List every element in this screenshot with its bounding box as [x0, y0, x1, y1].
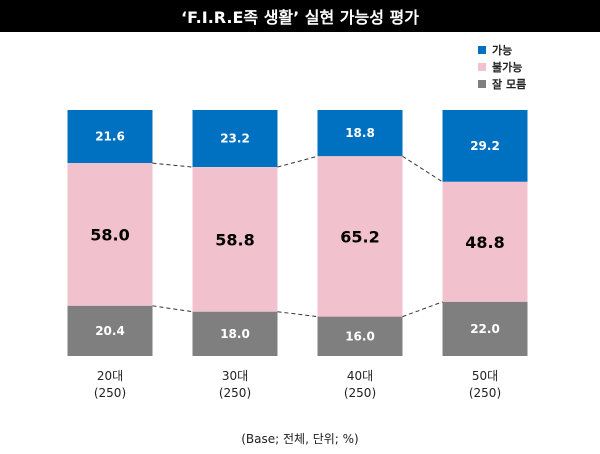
legend-label: 가능: [492, 43, 512, 57]
base-note: (Base; 전체, 단위; %): [241, 432, 359, 446]
data-label: 58.8: [215, 230, 254, 249]
data-label: 65.2: [340, 227, 379, 246]
bar-segment: [67, 163, 153, 306]
x-base-label: (250): [94, 386, 126, 400]
chart-title: ‘F.I.R.E족 생활’ 실현 가능성 평가: [0, 0, 600, 32]
bars: [67, 110, 528, 356]
bar-segment: [442, 110, 528, 182]
connector-line: [402, 301, 443, 318]
bar-segment: [192, 167, 278, 312]
bar-segment: [192, 311, 278, 356]
connector-line: [277, 155, 318, 168]
bar-segment: [317, 316, 403, 356]
connector-line: [402, 155, 443, 183]
connector-line: [152, 162, 193, 168]
bar-segment: [67, 110, 153, 164]
data-label: 21.6: [95, 130, 125, 144]
x-tick-label: 30대: [222, 369, 248, 383]
bar-segment: [442, 181, 528, 302]
data-label: 20.4: [95, 324, 125, 338]
bar-segment: [442, 301, 528, 356]
data-label: 58.0: [90, 225, 129, 244]
data-label: 18.0: [220, 327, 250, 341]
x-tick-label: 40대: [347, 369, 373, 383]
data-label: 48.8: [465, 233, 504, 252]
connector-line: [277, 311, 318, 318]
x-base-label: (250): [344, 386, 376, 400]
x-tick-label: 50대: [472, 369, 498, 383]
data-labels: 21.6 58.0 20.4 23.2 58.8 18.0 18.8 65.2 16.0 29.2…: [90, 126, 504, 343]
x-axis-labels: 20대 (250) 30대 (250) 40대 (250) 50대 (250): [94, 369, 501, 400]
data-label: 29.2: [470, 139, 500, 153]
legend-label: 잘 모름: [492, 78, 526, 91]
x-tick-label: 20대: [97, 369, 123, 383]
data-label: 16.0: [345, 329, 375, 343]
bar-segment: [192, 110, 278, 168]
data-label: 18.8: [345, 126, 375, 140]
data-label: 23.2: [220, 132, 250, 146]
x-base-label: (250): [219, 386, 251, 400]
connector-lines: [152, 155, 443, 318]
x-base-label: (250): [469, 386, 501, 400]
legend-label: 불가능: [492, 60, 522, 74]
legend-swatch: [478, 63, 486, 71]
bar-segment: [317, 110, 403, 157]
data-label: 22.0: [470, 322, 500, 336]
legend-swatch: [478, 80, 486, 88]
legend-swatch: [478, 46, 486, 54]
connector-line: [152, 305, 193, 313]
bar-segment: [317, 156, 403, 317]
bar-segment: [67, 305, 153, 356]
